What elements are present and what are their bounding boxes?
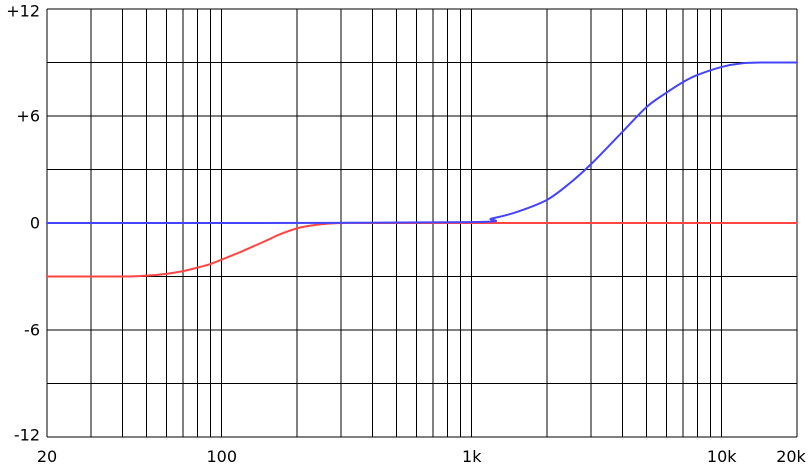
y-tick-label: -12: [14, 426, 40, 445]
series-line-2: [46, 61, 798, 225]
x-tick-label: 100: [206, 447, 237, 466]
y-tick-label: +6: [16, 107, 40, 126]
series-layer: [46, 61, 798, 278]
x-tick-label: 10k: [707, 447, 737, 466]
y-tick-label: -6: [24, 321, 40, 340]
x-tick-label: 20k: [776, 447, 806, 466]
y-axis-tick-labels: +12 +6 0 -6 -12: [6, 2, 40, 445]
x-tick-label: 1k: [462, 447, 482, 466]
y-tick-label: 0: [30, 214, 40, 233]
x-axis-tick-labels: 20 100 1k 10k 20k: [37, 447, 807, 466]
y-tick-label: +12: [6, 2, 40, 21]
series-line-1: [46, 221, 798, 278]
x-tick-label: 20: [37, 447, 57, 466]
